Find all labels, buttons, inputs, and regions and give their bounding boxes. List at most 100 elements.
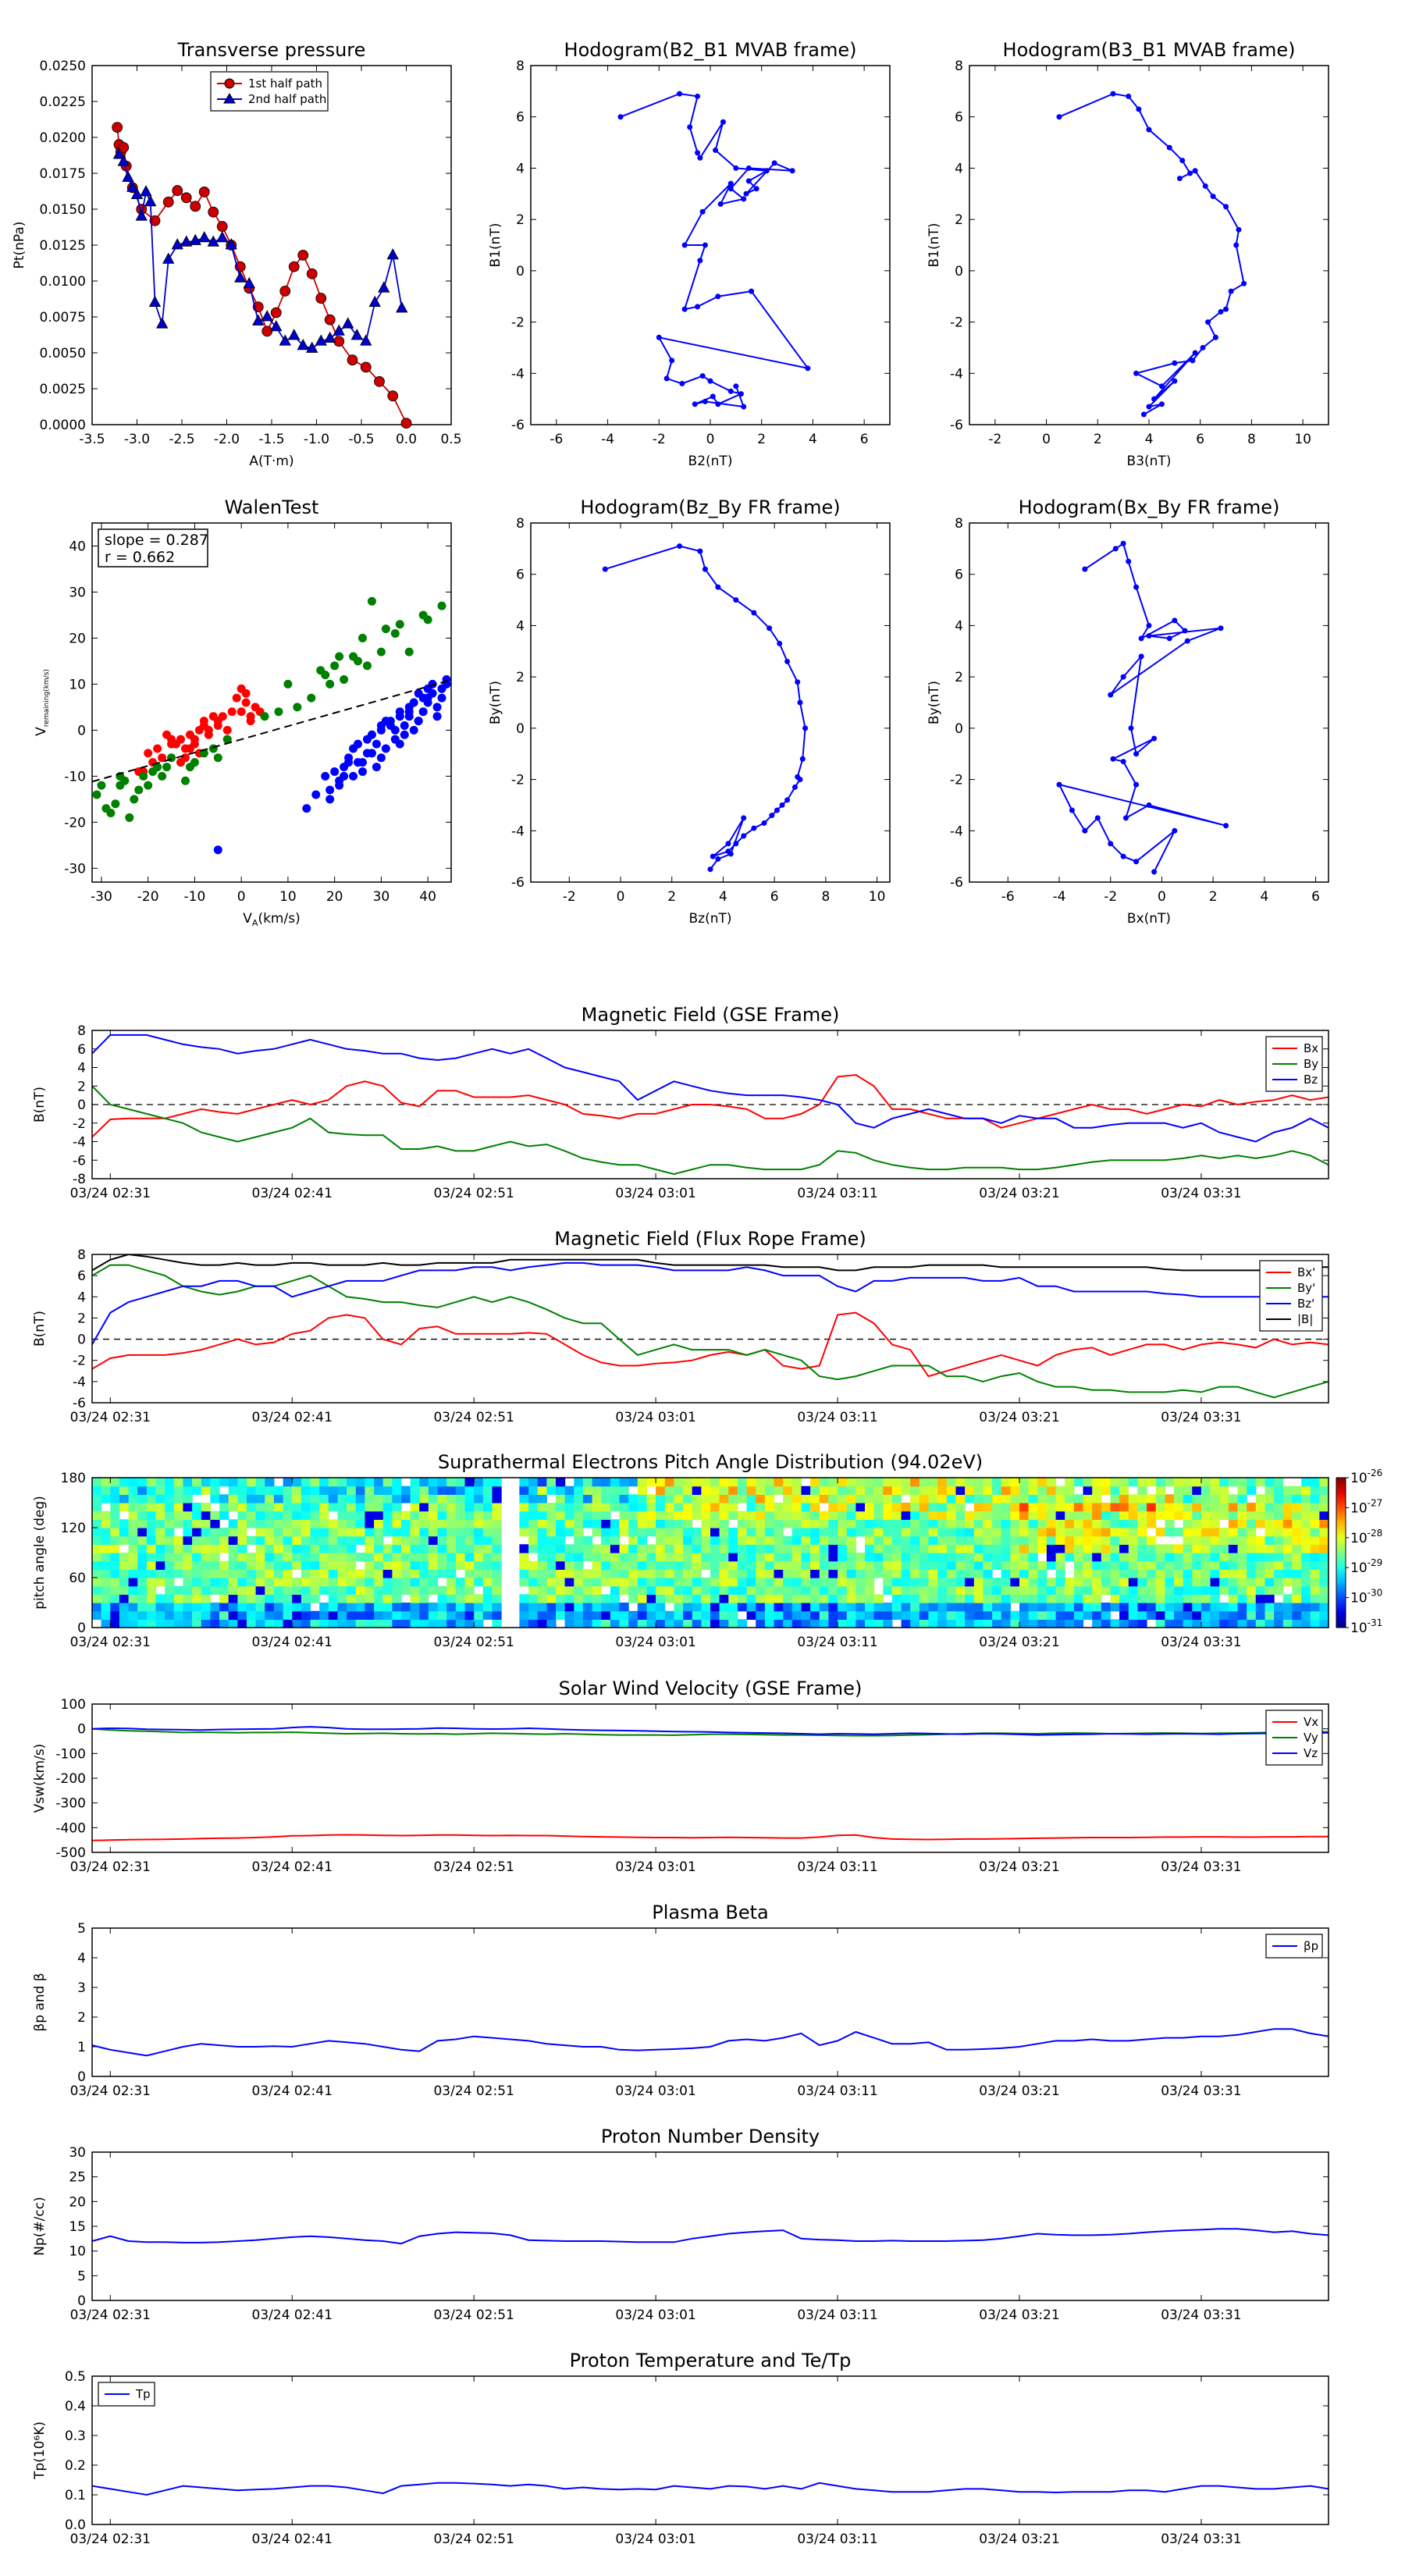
heatmap-cell — [919, 1528, 930, 1537]
data-point — [767, 625, 773, 632]
ytick-label: -2 — [950, 773, 963, 788]
data-point — [324, 314, 336, 326]
heatmap-cell — [474, 1610, 484, 1620]
xtick-label: 6 — [1196, 432, 1204, 447]
heatmap-cell — [401, 1510, 411, 1520]
heatmap-cell — [528, 1503, 539, 1512]
heatmap-cell — [1247, 1619, 1257, 1628]
heatmap-cell — [574, 1619, 584, 1628]
heatmap-cell — [992, 1603, 1002, 1612]
heatmap-cell — [664, 1510, 674, 1520]
heatmap-cell — [610, 1560, 621, 1570]
heatmap-cell — [1282, 1560, 1293, 1570]
legend-label: Vx — [1304, 1715, 1318, 1729]
xtick-label: 0 — [1158, 889, 1166, 905]
ytick-label: 10 — [69, 2244, 86, 2260]
heatmap-cell — [446, 1553, 457, 1562]
data-point — [656, 334, 662, 340]
heatmap-cell — [628, 1510, 638, 1520]
heatmap-cell — [1264, 1494, 1275, 1503]
xtick-label: -10 — [184, 889, 206, 905]
heatmap-cell — [1255, 1619, 1265, 1628]
heatmap-cell — [973, 1494, 984, 1503]
heatmap-cell — [1219, 1503, 1229, 1512]
scatter-point — [409, 698, 418, 707]
data-point — [190, 201, 201, 212]
heatmap-cell — [646, 1560, 656, 1570]
heatmap-cell — [492, 1478, 502, 1487]
data-point — [677, 91, 683, 97]
heatmap-cell — [774, 1619, 784, 1628]
heatmap-cell — [110, 1485, 120, 1495]
heatmap-cell — [873, 1494, 884, 1503]
heatmap-cell — [764, 1560, 775, 1570]
heatmap-cell — [774, 1603, 784, 1612]
heatmap-cell — [482, 1510, 493, 1520]
heatmap-cell — [137, 1553, 148, 1562]
heatmap-cell — [791, 1569, 802, 1578]
heatmap-cell — [1055, 1519, 1065, 1528]
data-point — [360, 361, 372, 373]
data-point — [288, 329, 301, 340]
heatmap-cell — [265, 1485, 275, 1495]
heatmap-cell — [292, 1585, 302, 1595]
heatmap-cell — [374, 1603, 384, 1612]
heatmap-cell — [110, 1510, 120, 1520]
heatmap-cell — [601, 1619, 611, 1628]
heatmap-cell — [564, 1485, 574, 1495]
xlabel-h2: B3(nT) — [1127, 454, 1172, 469]
heatmap-cell — [937, 1528, 948, 1537]
heatmap-cell — [764, 1610, 775, 1620]
heatmap-cells — [92, 1478, 1329, 1628]
heatmap-cell — [646, 1594, 656, 1603]
heatmap-cell — [955, 1585, 966, 1595]
heatmap-cell — [537, 1594, 547, 1603]
data-point — [1138, 653, 1144, 660]
heatmap-cell — [1210, 1478, 1220, 1487]
heatmap-cell — [265, 1569, 275, 1578]
heatmap-cell — [382, 1553, 393, 1562]
heatmap-cell — [273, 1594, 284, 1603]
heatmap-cell — [1183, 1535, 1193, 1545]
xtick-label: 03/24 03:21 — [979, 2307, 1059, 2323]
heatmap-cell — [292, 1578, 302, 1587]
heatmap-cell — [455, 1528, 466, 1537]
heatmap-cell — [355, 1494, 365, 1503]
scatter-point — [153, 744, 162, 753]
heatmap-cell — [865, 1519, 875, 1528]
heatmap-cell — [247, 1585, 257, 1595]
heatmap-cell — [891, 1585, 902, 1595]
heatmap-cell — [546, 1578, 557, 1587]
heatmap-cell — [674, 1610, 684, 1620]
data-point — [771, 160, 777, 166]
heatmap-cell — [301, 1485, 311, 1495]
heatmap-cell — [192, 1553, 202, 1562]
heatmap-cell — [610, 1478, 621, 1487]
heatmap-cell — [1119, 1610, 1129, 1620]
heatmap-cell — [546, 1478, 557, 1487]
heatmap-cell — [110, 1610, 120, 1620]
xtick-label: 03/24 03:11 — [797, 2532, 877, 2547]
heatmap-cell — [1174, 1485, 1184, 1495]
heatmap-cell — [1319, 1535, 1329, 1545]
heatmap-cell — [273, 1519, 284, 1528]
heatmap-cell — [783, 1494, 793, 1503]
heatmap-cell — [1210, 1510, 1220, 1520]
scatter-point — [362, 735, 372, 744]
heatmap-cell — [1200, 1528, 1211, 1537]
heatmap-cell — [437, 1528, 447, 1537]
heatmap-cell — [1274, 1510, 1284, 1520]
heatmap-cell — [810, 1510, 820, 1520]
heatmap-cell — [1055, 1560, 1065, 1570]
heatmap-cell — [337, 1594, 347, 1603]
xtick-label: 0 — [706, 432, 715, 447]
heatmap-cell — [1019, 1553, 1030, 1562]
heatmap-cell — [764, 1494, 775, 1503]
heatmap-cell — [1019, 1594, 1030, 1603]
heatmap-cell — [719, 1610, 729, 1620]
heatmap-cell — [819, 1485, 829, 1495]
data-point — [1146, 126, 1152, 133]
heatmap-cell — [628, 1560, 638, 1570]
heatmap-cell — [592, 1519, 602, 1528]
heatmap-cell — [1165, 1603, 1175, 1612]
